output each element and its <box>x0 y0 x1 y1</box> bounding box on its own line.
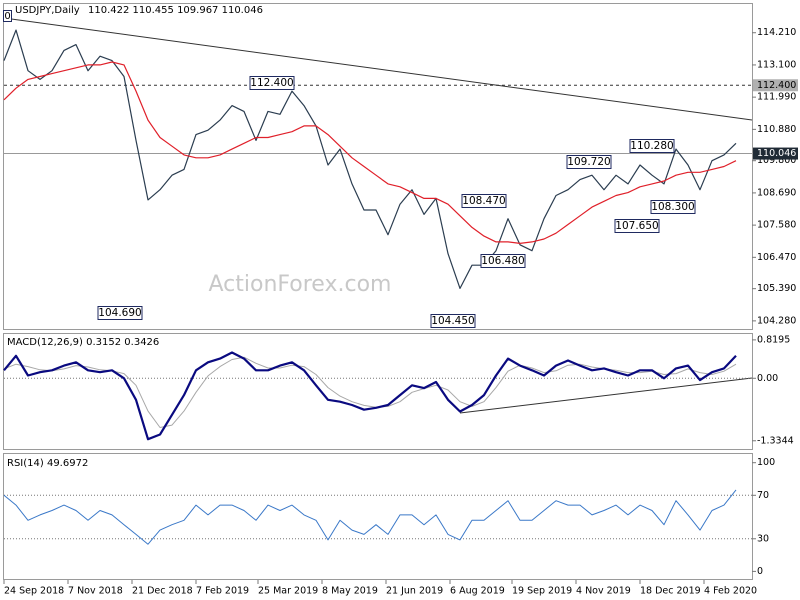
x-tick-label: 4 Feb 2020 <box>704 586 757 597</box>
x-tick-label: 19 Sep 2019 <box>512 586 572 597</box>
y-tick-label: 100 <box>757 457 775 468</box>
annotation-box <box>249 76 295 90</box>
macd-panel <box>3 333 753 450</box>
series-line <box>3 29 737 289</box>
y-tick-label: 113.100 <box>757 59 796 70</box>
annotation-box <box>480 254 526 268</box>
x-tick-label: 6 Aug 2019 <box>450 586 505 597</box>
annotation-label: 107.650 <box>615 220 658 232</box>
y-tick-label: 70 <box>757 490 769 501</box>
reference-label-box <box>753 79 798 92</box>
rsi-title: RSI(14) 49.6972 <box>7 458 88 469</box>
chart-title: USDJPY,Daily <box>15 5 80 16</box>
annotation-label: 106.480 <box>481 255 524 267</box>
watermark: ActionForex.com <box>209 272 392 297</box>
series-line <box>3 61 737 244</box>
y-tick-label: 111.990 <box>757 92 796 103</box>
y-tick-label: -1.3344 <box>757 435 794 446</box>
annotation-label: 110.280 <box>630 140 673 152</box>
x-tick-label: 21 Dec 2018 <box>132 586 193 597</box>
macd-trendline <box>459 377 753 414</box>
y-tick-label: 30 <box>757 533 769 544</box>
annotation-box <box>566 155 612 169</box>
x-tick-label: 25 Mar 2019 <box>258 586 318 597</box>
annotation-box <box>650 200 696 214</box>
x-tick-label: 18 Dec 2019 <box>640 586 701 597</box>
marker-label: 0 <box>4 11 10 22</box>
annotation-label: 112.400 <box>250 77 293 89</box>
price-panel <box>3 3 753 330</box>
y-tick-label: 105.390 <box>757 283 796 294</box>
y-tick-label: 107.580 <box>757 220 796 231</box>
x-tick-label: 21 Jun 2019 <box>386 586 443 597</box>
annotation-box <box>430 314 476 328</box>
x-tick-label: 7 Nov 2018 <box>68 586 123 597</box>
series-line <box>3 351 737 441</box>
y-tick-label: 104.280 <box>757 315 796 326</box>
x-tick-label: 24 Sep 2018 <box>4 586 64 597</box>
x-tick-label: 8 May 2019 <box>322 586 378 597</box>
rsi-panel <box>3 453 753 580</box>
y-tick-label: 114.210 <box>757 27 796 38</box>
y-tick-label: 106.470 <box>757 252 796 263</box>
trendline <box>3 17 753 121</box>
annotation-box <box>461 194 507 208</box>
series-line <box>3 489 737 545</box>
macd-title: MACD(12,26,9) 0.3152 0.3426 <box>7 337 159 348</box>
annotation-box <box>614 219 660 233</box>
annotation-box <box>97 306 143 320</box>
x-tick-label: 4 Nov 2019 <box>576 586 631 597</box>
y-tick-label: 109.800 <box>757 155 796 166</box>
y-tick-label: 108.690 <box>757 187 796 198</box>
y-tick-label: 0 <box>757 566 763 577</box>
series-line <box>3 356 737 428</box>
annotation-label: 108.470 <box>462 195 505 207</box>
reference-label: 112.400 <box>757 80 796 91</box>
reference-label: 110.046 <box>757 148 796 159</box>
y-tick-label: 0.00 <box>757 373 778 384</box>
ohlc-values: 110.422 110.455 109.967 110.046 <box>88 5 263 16</box>
annotation-label: 109.720 <box>567 156 610 168</box>
annotation-label: 104.690 <box>98 307 141 319</box>
annotation-box <box>629 139 675 153</box>
annotation-label: 108.300 <box>651 201 694 213</box>
y-tick-label: 110.880 <box>757 124 796 135</box>
marker-box <box>3 10 12 22</box>
x-tick-label: 7 Feb 2019 <box>196 586 249 597</box>
annotation-label: 104.450 <box>431 315 474 327</box>
y-tick-label: 0.8195 <box>757 334 790 345</box>
reference-label-box <box>753 147 798 160</box>
